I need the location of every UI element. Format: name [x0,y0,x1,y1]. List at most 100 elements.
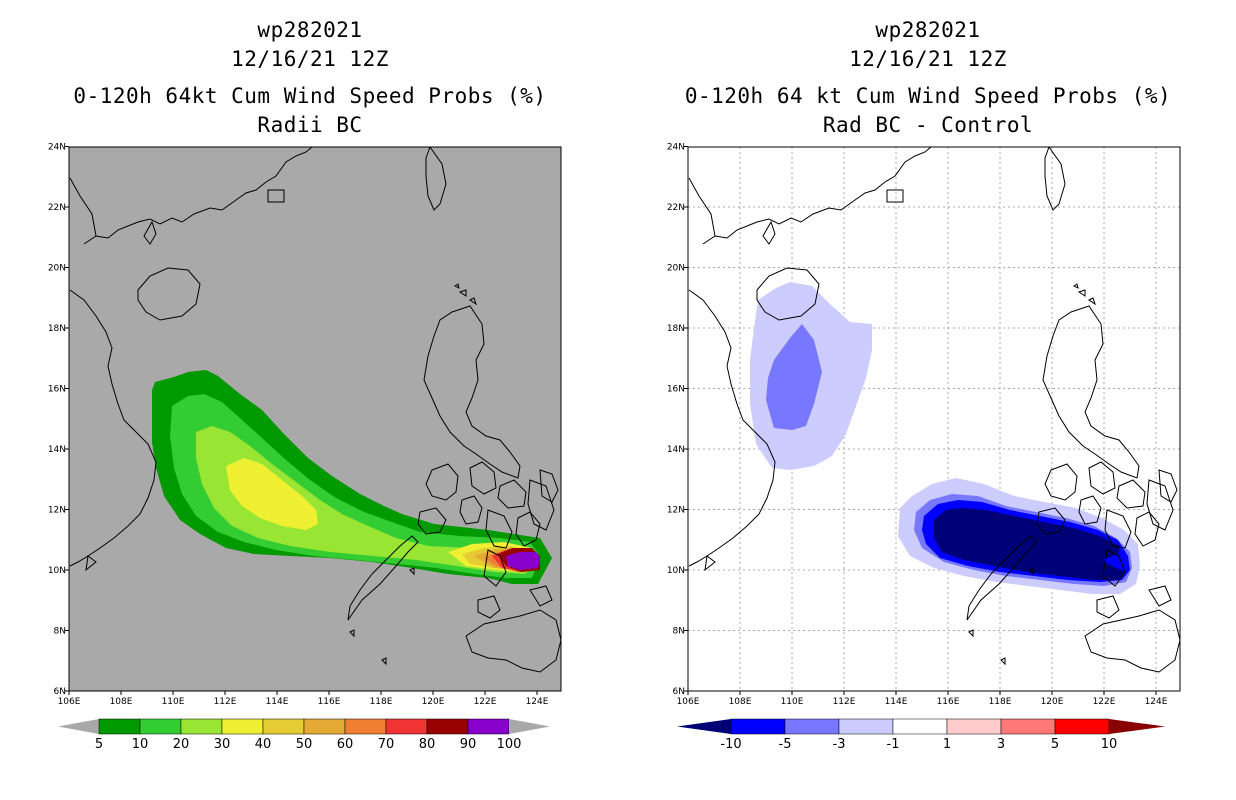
lat-label: 16N [48,385,66,395]
lon-label: 108E [110,697,133,707]
prob-30-contour [226,458,318,530]
colorbar-label: -10 [720,737,741,752]
colorbar-label: 90 [460,737,477,752]
lat-label: 18N [667,324,685,334]
colorbar-swatch [730,718,786,735]
lat-label: 24N [667,143,685,153]
diff-minus3-contour-north [766,324,822,430]
colorbar-swatch [180,718,223,735]
left-map-background [69,147,561,691]
lon-label: 118E [989,697,1012,707]
lon-label: 108E [729,697,752,707]
diff-minus10-contour-south [934,508,1126,580]
right-title-product: 0-120h 64 kt Cum Wind Speed Probs (%) [684,84,1172,108]
left-axes: 106E 108E 110E 112E 114E 116E 118E 120E 122E 124E… [48,143,549,708]
colorbar-swatch [1054,718,1110,735]
colorbar-label: -3 [833,737,846,752]
colorbar-swatch [946,718,1002,735]
colorbar-label: 80 [419,737,436,752]
lat-label: 10N [48,566,66,576]
lat-label: 8N [673,627,685,637]
colorbar-left-arrow [677,719,731,734]
lon-label: 112E [214,697,237,707]
colorbar-swatch [221,718,264,735]
colorbar-label: 1 [943,737,951,752]
right-map-frame [687,146,1181,692]
left-title-storm: wp282021 [257,18,363,42]
colorbar-right-arrow [1109,719,1165,734]
lat-label: 24N [48,143,66,153]
colorbar-label: 50 [296,737,313,752]
left-map-frame [68,146,562,692]
colorbar-label: 40 [255,737,272,752]
lat-label: 10N [667,566,685,576]
lon-label: 120E [1041,697,1064,707]
right-axes: 106E 108E 110E 112E 114E 116E 118E 120E 122E 124E… [667,143,1168,708]
left-probability-contours [69,147,561,673]
left-colorbar: 5 10 20 30 40 50 60 70 80 90 100 [58,718,550,752]
left-title-date: 12/16/21 12Z [231,47,389,71]
lat-label: 12N [48,506,66,516]
lat-label: 6N [673,687,685,697]
colorbar-label: 30 [214,737,231,752]
lat-label: 6N [54,687,66,697]
right-gridlines [688,147,1180,691]
lon-label: 116E [937,697,960,707]
right-colorbar: -10 -5 -3 -1 1 3 5 10 [677,718,1165,752]
colorbar-swatch [467,718,510,735]
colorbar-swatch [784,718,840,735]
right-title-date: 12/16/21 12Z [849,47,1007,71]
right-difference-contours [688,147,1180,673]
colorbar-label: 60 [337,737,354,752]
colorbar-swatch [838,718,894,735]
lon-label: 118E [370,697,393,707]
colorbar-label: 100 [497,737,522,752]
lon-label: 114E [266,697,289,707]
colorbar-label: -5 [779,737,792,752]
right-map: 106E 108E 110E 112E 114E 116E 118E 120E 122E 124E… [667,143,1181,752]
lat-label: 18N [48,324,66,334]
colorbar-swatch [385,718,428,735]
lon-label: 114E [885,697,908,707]
lat-label: 14N [48,445,66,455]
lat-label: 22N [667,203,685,213]
colorbar-label: 10 [132,737,149,752]
colorbar-swatch [262,718,305,735]
lon-label: 106E [677,697,700,707]
colorbar-right-arrow [509,719,550,734]
colorbar-label: 70 [378,737,395,752]
lon-label: 124E [526,697,549,707]
colorbar-label: 10 [1101,737,1118,752]
lon-label: 110E [162,697,185,707]
colorbar-swatch [303,718,346,735]
colorbar-swatch [1000,718,1056,735]
colorbar-swatch [98,718,141,735]
colorbar-label: 5 [1051,737,1059,752]
lon-label: 122E [1093,697,1116,707]
lat-label: 8N [54,627,66,637]
left-title-product: 0-120h 64kt Cum Wind Speed Probs (%) [73,84,547,108]
colorbar-swatch [139,718,182,735]
lon-label: 110E [781,697,804,707]
lat-label: 14N [667,445,685,455]
left-title: wp282021 12/16/21 12Z 0-120h 64kt Cum Wi… [10,16,610,140]
colorbar-left-arrow [58,719,99,734]
colorbar-label: 20 [173,737,190,752]
right-title-subtitle: Rad BC - Control [822,113,1034,137]
colorbar-label: 5 [95,737,103,752]
lon-label: 122E [474,697,497,707]
colorbar-swatch [344,718,387,735]
lon-label: 124E [1145,697,1168,707]
colorbar-label: 3 [997,737,1005,752]
left-title-subtitle: Radii BC [257,113,363,137]
lat-label: 16N [667,385,685,395]
lat-label: 20N [667,264,685,274]
colorbar-label: -1 [887,737,900,752]
left-map: 106E 108E 110E 112E 114E 116E 118E 120E 122E 124E… [48,143,562,752]
right-title-storm: wp282021 [875,18,981,42]
lon-label: 116E [318,697,341,707]
lat-label: 20N [48,264,66,274]
colorbar-swatch [426,718,469,735]
prob-90-contour [506,552,540,570]
